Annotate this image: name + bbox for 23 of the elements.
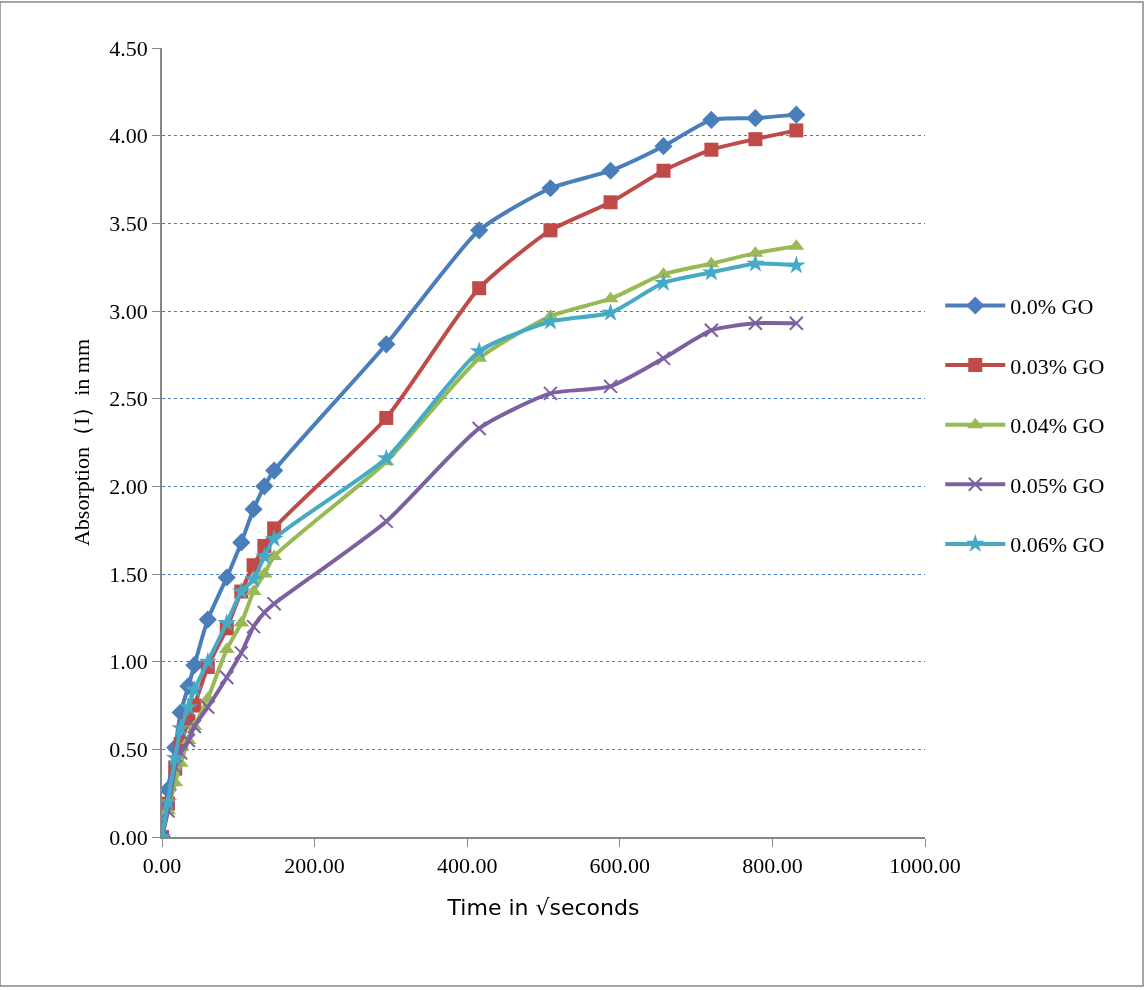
legend-label: 0.06% GO bbox=[1010, 532, 1105, 558]
y-tick-label: 3.50 bbox=[109, 211, 148, 237]
legend-label: 0.03% GO bbox=[1010, 353, 1105, 379]
legend-label: 0.0% GO bbox=[1010, 294, 1094, 320]
x-tick-label: 1000.00 bbox=[889, 853, 961, 879]
y-axis-title: Absorption（I）in mm bbox=[68, 338, 94, 547]
legend-label: 0.04% GO bbox=[1010, 413, 1105, 439]
y-tick-label: 1.00 bbox=[109, 649, 148, 675]
x-axis-title: Time in √seconds bbox=[446, 894, 640, 920]
y-tick-label: 4.00 bbox=[109, 123, 148, 149]
y-tick-label: 1.50 bbox=[109, 561, 148, 587]
y-tick-label: 4.50 bbox=[109, 35, 148, 61]
x-tick-label: 600.00 bbox=[589, 853, 651, 879]
y-tick-label: 0.00 bbox=[109, 824, 148, 850]
legend-label: 0.05% GO bbox=[1010, 472, 1105, 498]
y-tick-label: 2.00 bbox=[109, 474, 148, 500]
x-tick-label: 800.00 bbox=[742, 853, 803, 879]
y-tick-label: 2.50 bbox=[109, 386, 148, 412]
x-tick-label: 0.00 bbox=[142, 853, 182, 879]
x-tick-label: 400.00 bbox=[436, 853, 498, 879]
y-tick-label: 0.50 bbox=[109, 737, 148, 763]
y-tick-label: 3.00 bbox=[109, 298, 148, 324]
x-tick-label: 200.00 bbox=[284, 853, 345, 879]
